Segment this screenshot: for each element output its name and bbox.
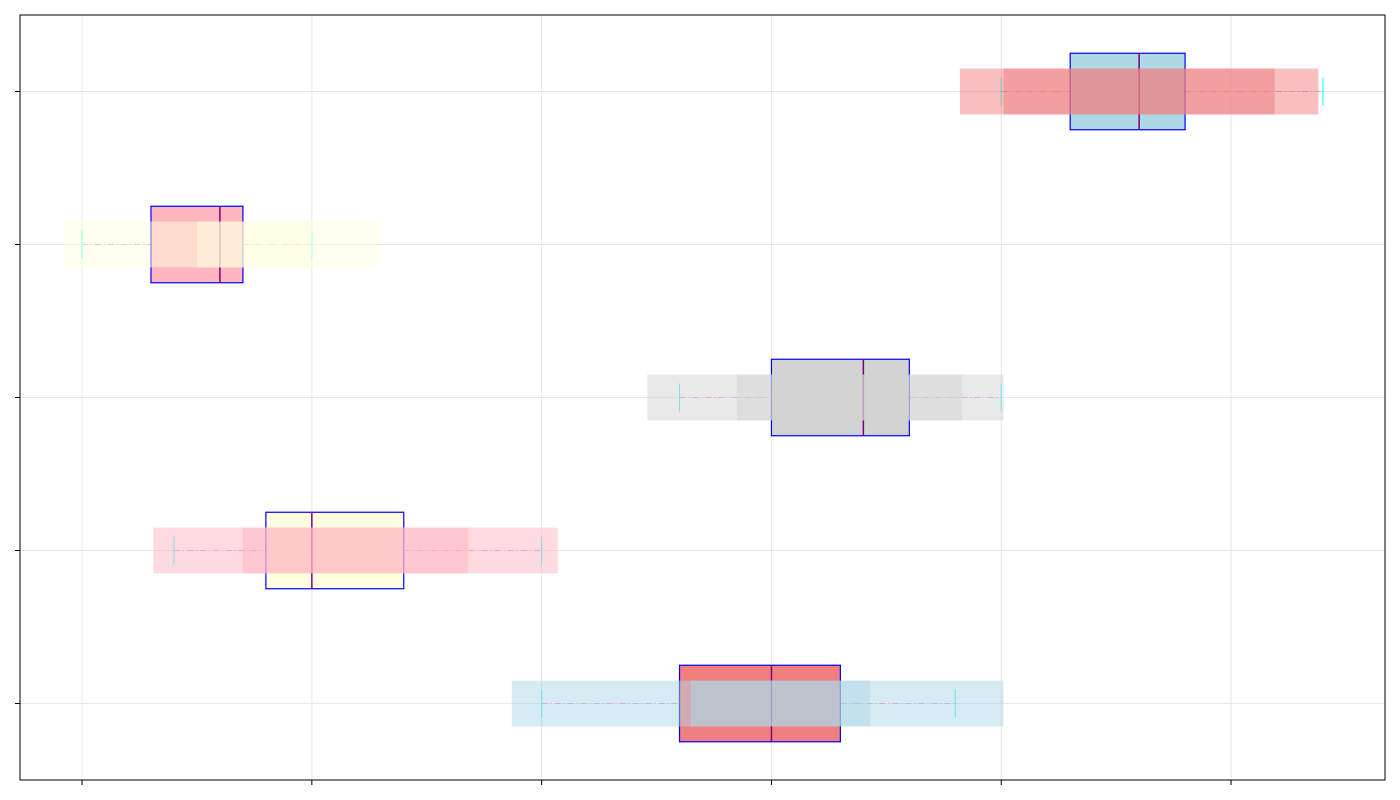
span (1003, 68, 1275, 115)
span (691, 680, 871, 727)
plot-frame (19, 14, 1386, 781)
span (736, 374, 963, 421)
span (196, 221, 312, 268)
span (242, 527, 469, 574)
